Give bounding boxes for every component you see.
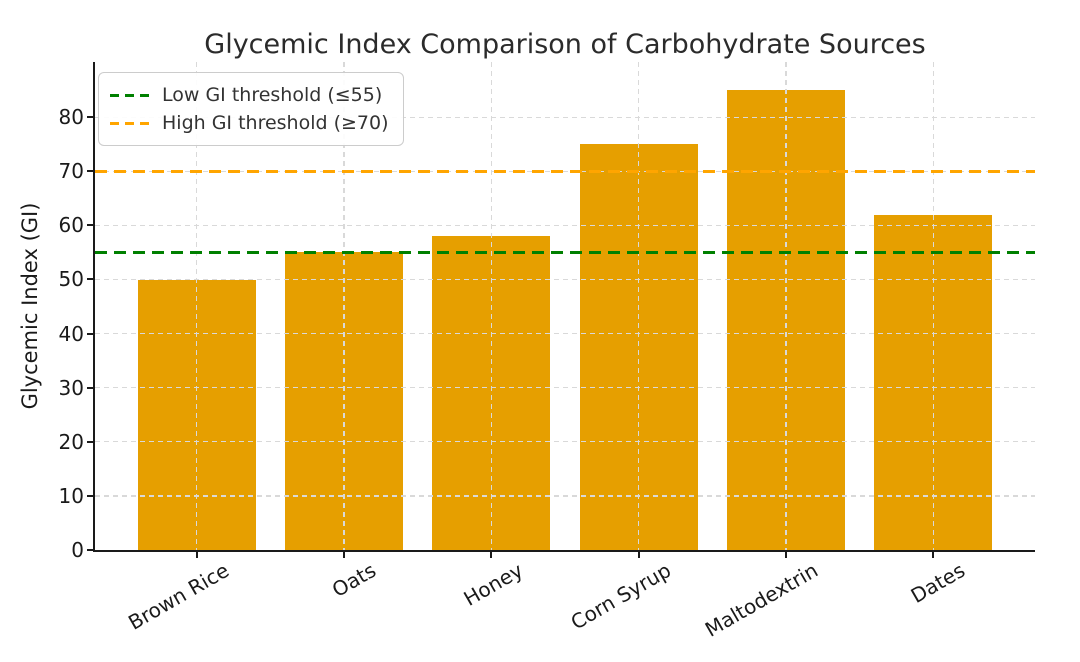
- threshold-line: [95, 169, 1035, 173]
- gridline-vertical: [785, 62, 787, 550]
- legend-item: Low GI threshold (≤55): [110, 81, 389, 109]
- gridline-vertical: [638, 62, 640, 550]
- x-tick-mark: [932, 552, 935, 558]
- y-tick-label: 80: [58, 105, 84, 130]
- x-tick-label: Dates: [906, 558, 970, 608]
- x-tick-mark: [195, 552, 198, 558]
- legend-dashed-line-swatch: [110, 121, 150, 125]
- gridline-horizontal: [95, 441, 1035, 443]
- y-axis-spine: [93, 62, 95, 552]
- y-tick-mark: [87, 116, 93, 119]
- y-tick-mark: [87, 278, 93, 281]
- threshold-line: [95, 250, 1035, 254]
- x-axis-spine: [93, 550, 1035, 552]
- y-tick-mark: [87, 386, 93, 389]
- x-tick-mark: [785, 552, 787, 558]
- y-tick-label: 70: [58, 159, 84, 184]
- y-tick-label: 0: [71, 538, 84, 562]
- y-tick-mark: [87, 440, 93, 443]
- gridline-horizontal: [95, 116, 1035, 118]
- x-tick-label: Honey: [459, 558, 528, 611]
- y-tick-mark: [87, 332, 93, 335]
- legend-label: Low GI threshold (≤55): [162, 84, 383, 106]
- x-tick-mark: [490, 552, 493, 558]
- x-tick-mark: [637, 552, 640, 558]
- y-tick-mark: [87, 170, 93, 173]
- y-tick-label: 30: [58, 375, 84, 400]
- x-tick-label: Maltodextrin: [700, 558, 822, 642]
- y-tick-mark: [87, 224, 93, 227]
- y-tick-label: 40: [58, 321, 84, 346]
- gridline-horizontal: [95, 278, 1035, 281]
- gridline-horizontal: [95, 332, 1035, 335]
- y-tick-mark: [87, 549, 93, 551]
- x-tick-mark: [342, 552, 345, 558]
- plot-area: [95, 62, 1035, 550]
- gridline-vertical: [343, 62, 345, 550]
- chart-title: Glycemic Index Comparison of Carbohydrat…: [204, 29, 926, 60]
- x-tick-label: Brown Rice: [123, 558, 233, 635]
- gridline-horizontal: [95, 387, 1035, 389]
- legend-label: High GI threshold (≥70): [162, 112, 389, 134]
- legend-item: High GI threshold (≥70): [110, 109, 389, 137]
- y-tick-label: 50: [58, 267, 84, 292]
- gridline-vertical: [932, 62, 934, 550]
- gridline-horizontal: [95, 495, 1035, 497]
- legend-dashed-line-swatch: [110, 93, 150, 97]
- legend: Low GI threshold (≤55) High GI threshold …: [98, 72, 404, 146]
- gridline-vertical: [490, 62, 492, 550]
- x-tick-label: Corn Syrup: [566, 558, 675, 635]
- y-tick-label: 10: [58, 483, 84, 508]
- y-tick-label: 60: [58, 213, 84, 238]
- y-tick-label: 20: [58, 429, 84, 454]
- y-tick-mark: [87, 494, 93, 497]
- gridline-horizontal: [95, 224, 1035, 227]
- gridline-vertical: [196, 62, 198, 550]
- x-tick-label: Oats: [327, 558, 380, 602]
